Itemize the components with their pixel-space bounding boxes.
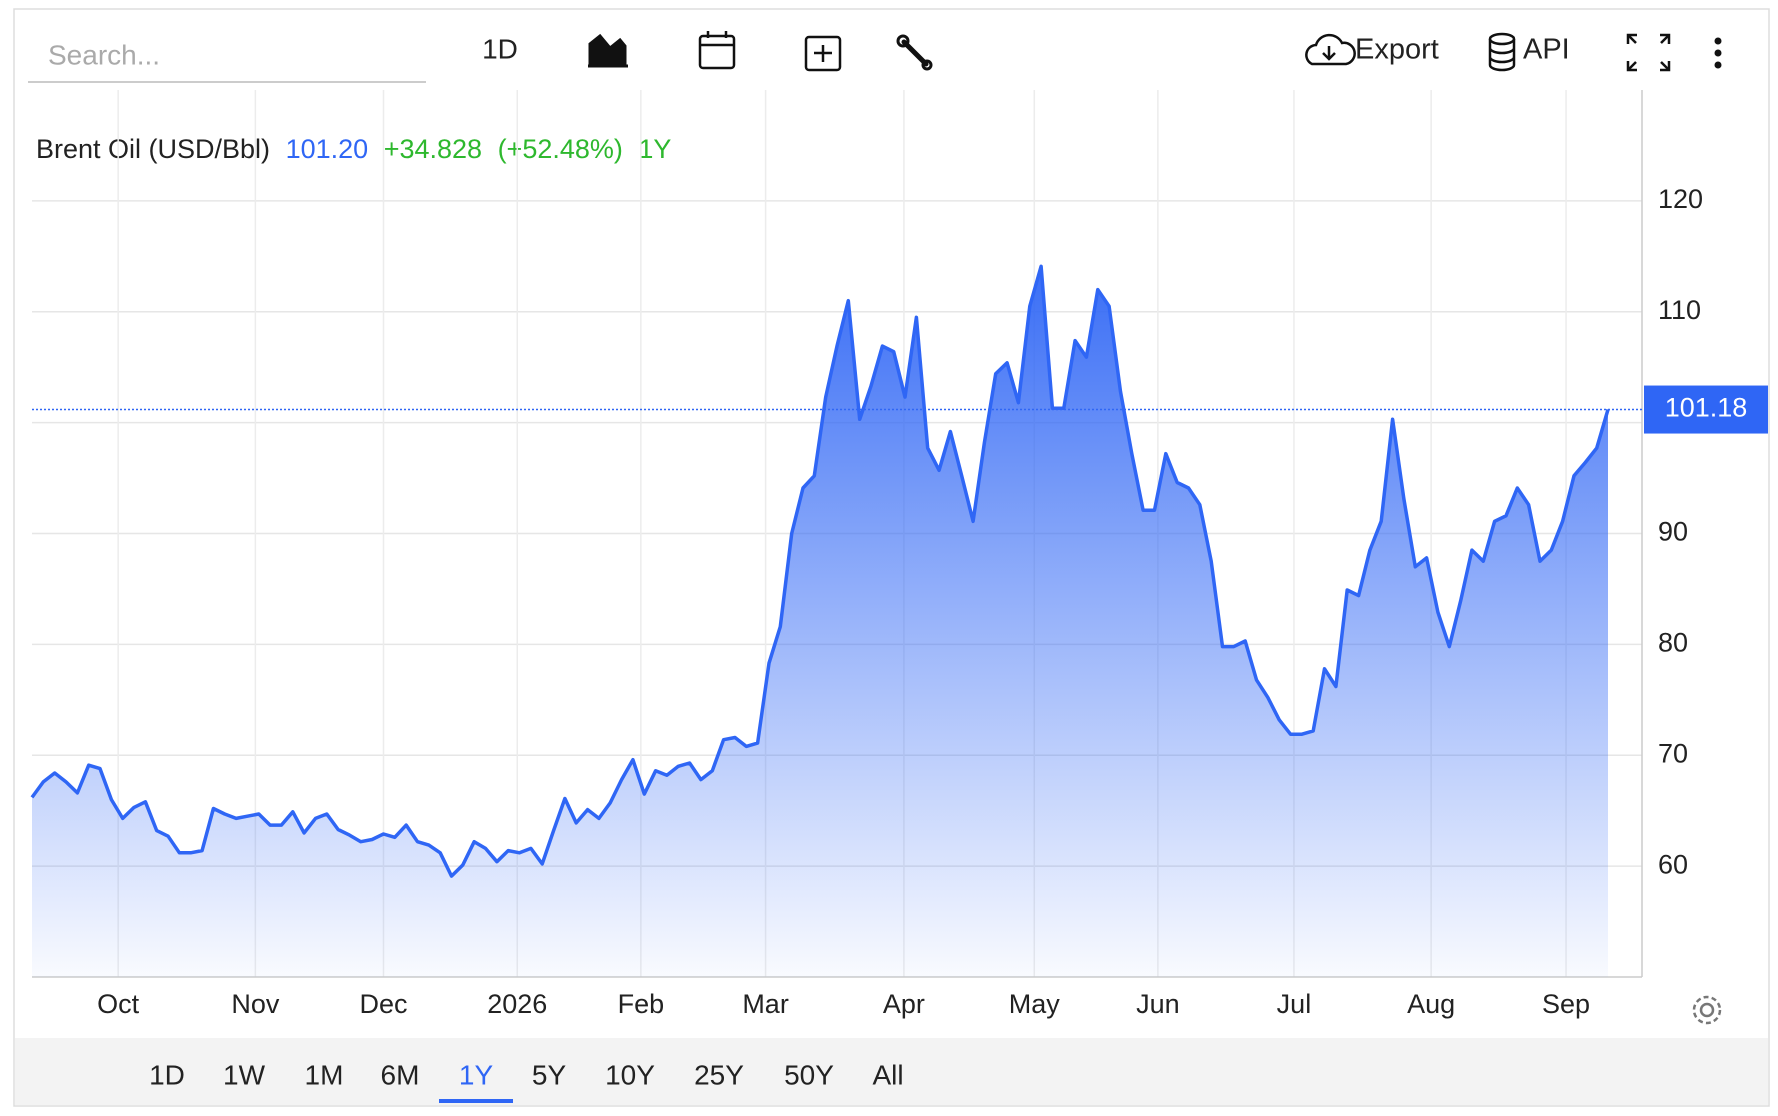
x-tick-label: Nov — [231, 989, 280, 1019]
x-tick-label: Mar — [742, 989, 789, 1019]
x-tick-label: 2026 — [487, 989, 547, 1019]
tools-button[interactable] — [896, 34, 933, 71]
menu-button[interactable] — [1714, 37, 1722, 69]
period: 1Y — [638, 134, 671, 164]
range-selector: 1D 1W 1M 6M 1Y 5Y 10Y 25Y 50Y All — [149, 1059, 904, 1103]
x-tick-label: May — [1009, 989, 1061, 1019]
range-option[interactable]: 1D — [149, 1059, 185, 1090]
range-option[interactable]: 1M — [305, 1059, 344, 1090]
chart-type-button[interactable] — [588, 33, 628, 68]
range-option[interactable]: 1Y — [459, 1059, 494, 1090]
export-label: Export — [1355, 34, 1439, 66]
x-tick-label: Jul — [1277, 989, 1312, 1019]
range-option[interactable]: 25Y — [694, 1059, 744, 1090]
chart-header: Brent Oil (USD/Bbl) 101.20 +34.828 (+52.… — [36, 134, 671, 164]
area-fill — [32, 266, 1608, 977]
x-tick-label: Apr — [883, 989, 925, 1019]
price: 101.20 — [286, 134, 369, 164]
y-tick-label: 60 — [1658, 849, 1688, 879]
range-bar — [15, 1038, 1768, 1105]
price-line — [30, 264, 1610, 878]
x-tick-label: Dec — [359, 989, 407, 1019]
api-button[interactable]: API — [1488, 32, 1570, 72]
last-price-label: 101.18 — [1665, 393, 1748, 423]
range-option[interactable]: 50Y — [784, 1059, 834, 1090]
export-button[interactable]: Export — [1305, 34, 1439, 66]
range-option[interactable]: 1W — [223, 1059, 266, 1090]
change: +34.828 — [384, 134, 482, 164]
y-tick-label: 110 — [1658, 295, 1701, 325]
search-input[interactable]: Search... — [48, 39, 160, 70]
range-option[interactable]: 5Y — [532, 1059, 567, 1090]
settings-button[interactable] — [1692, 995, 1722, 1025]
chart-title: Brent Oil (USD/Bbl) — [36, 134, 270, 164]
fullscreen-button[interactable] — [1626, 33, 1671, 72]
date-button[interactable] — [698, 31, 736, 70]
x-tick-label: Jun — [1136, 989, 1180, 1019]
api-label: API — [1523, 34, 1570, 66]
y-tick-label: 120 — [1658, 184, 1703, 214]
range-option[interactable]: 10Y — [605, 1059, 655, 1090]
y-tick-label: 70 — [1658, 738, 1688, 768]
x-tick-label: Aug — [1407, 989, 1455, 1019]
change-percent: (+52.48%) — [498, 134, 623, 164]
toolbar: Search... 1D Export API — [28, 31, 1722, 83]
y-tick-label: 90 — [1658, 517, 1688, 547]
x-tick-label: Oct — [97, 989, 140, 1019]
range-option[interactable]: 6M — [381, 1059, 420, 1090]
interval-button[interactable]: 1D — [482, 33, 518, 64]
y-tick-label: 80 — [1658, 628, 1688, 658]
x-tick-label: Feb — [618, 989, 665, 1019]
x-tick-label: Sep — [1542, 989, 1590, 1019]
range-option[interactable]: All — [872, 1059, 903, 1090]
last-price-box — [1644, 385, 1768, 434]
compare-button[interactable] — [804, 35, 842, 72]
plot: 60708090100110120OctNovDec2026FebMarAprM… — [30, 90, 1768, 1019]
range-underline — [439, 1099, 513, 1103]
